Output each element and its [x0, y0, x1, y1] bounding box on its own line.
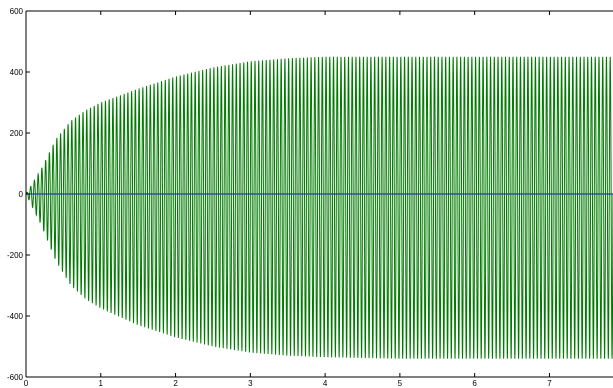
y-tick-label: -200: [7, 251, 24, 260]
x-tick-label: 6: [472, 379, 477, 388]
y-tick-label: -400: [7, 312, 24, 321]
series-layer: [25, 56, 613, 359]
x-tick-label: 4: [323, 379, 328, 388]
x-tick-label: 1: [99, 379, 104, 388]
y-tick-label: 200: [10, 129, 24, 138]
y-tick-label: -600: [7, 373, 24, 382]
x-tick-label: 5: [398, 379, 403, 388]
x-tick-label: 0: [24, 379, 29, 388]
y-tick-label: 600: [10, 7, 24, 16]
y-tick-label: 0: [19, 190, 24, 199]
x-tick-label: 3: [248, 379, 253, 388]
x-tick-label: 7: [547, 379, 552, 388]
oscillation-series-line: [25, 56, 613, 359]
x-tick-label: 2: [173, 379, 178, 388]
y-tick-label: 400: [10, 68, 24, 77]
